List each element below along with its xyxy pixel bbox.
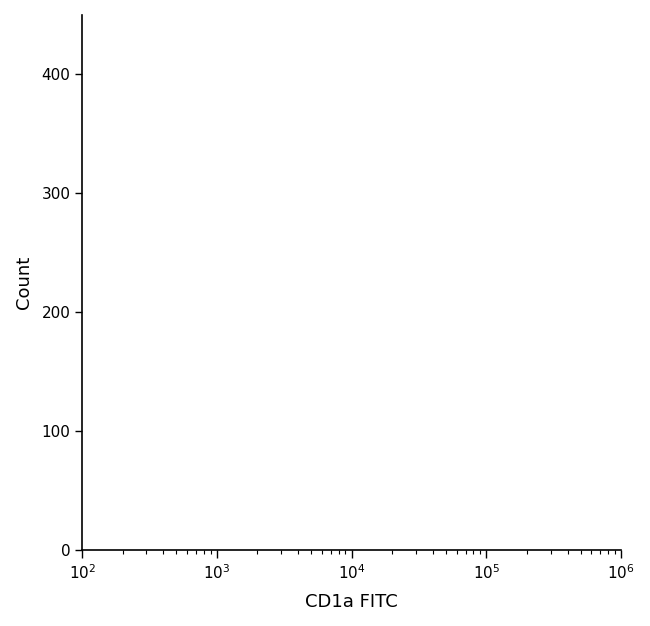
Y-axis label: Count: Count xyxy=(15,256,33,309)
X-axis label: CD1a FITC: CD1a FITC xyxy=(306,593,398,611)
